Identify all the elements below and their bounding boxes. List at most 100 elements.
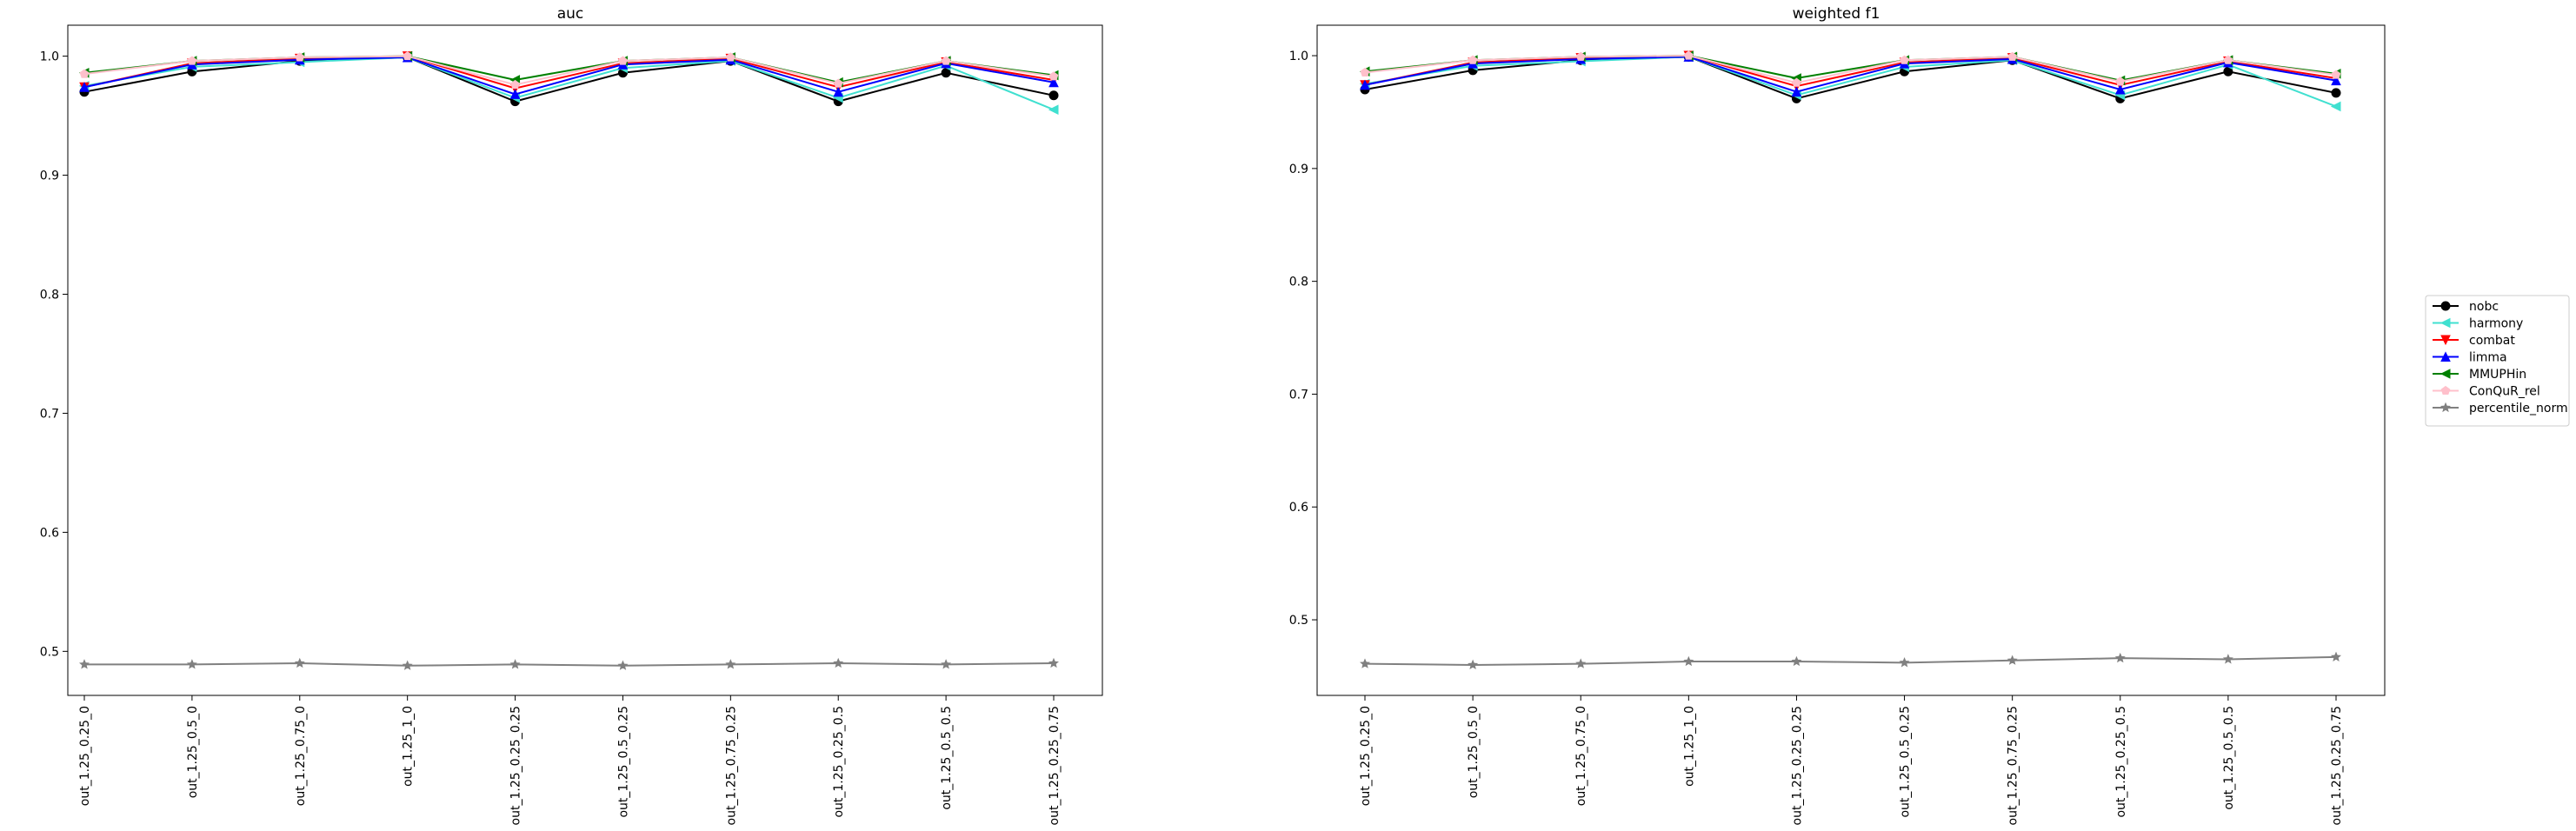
data-point-percentile-norm	[2007, 655, 2018, 665]
legend: nobc harmony combat limma MMUPHin ConQuR_relp…	[2425, 295, 2570, 427]
data-point-conqur-rel	[295, 52, 305, 62]
y-tick-label: 0.5	[40, 645, 59, 659]
data-point-percentile-norm	[1468, 659, 1479, 670]
data-point-nobc	[2331, 88, 2341, 98]
data-point-percentile-norm	[833, 657, 844, 668]
data-point-conqur-rel	[2007, 51, 2018, 61]
data-point-percentile-norm	[1899, 657, 1910, 668]
series-line-limma	[83, 56, 1055, 96]
series-line-limma	[1364, 56, 2337, 93]
legend-marker	[2440, 335, 2451, 346]
series-line-percentile-norm	[1364, 655, 2337, 666]
x-tick-label: out_1.25_0.75_0.25	[2007, 706, 2020, 825]
legend-entry-nobc: nobc	[2433, 300, 2499, 314]
series-conqur-rel-auc	[79, 50, 1059, 90]
legend-entry-harmony: harmony	[2433, 317, 2523, 331]
data-point-harmony	[1048, 104, 1059, 116]
series-percentile-norm-weighted-f1	[1359, 651, 2342, 670]
series-line-conqur-rel	[83, 55, 1055, 86]
x-tick-label: out_1.25_1_0	[402, 706, 416, 787]
y-tick-label: 1.0	[1289, 50, 1308, 63]
x-tick-label: out_1.25_0.25_0	[78, 706, 92, 806]
data-point-nobc	[1048, 90, 1059, 101]
data-point-percentile-norm	[186, 659, 197, 669]
x-tick-label: out_1.25_0.25_0.25	[509, 706, 523, 825]
series-layer-weighted-f1	[1359, 50, 2342, 670]
data-point-percentile-norm	[617, 660, 629, 670]
data-point-conqur-rel	[1048, 71, 1059, 81]
data-point-limma	[2114, 83, 2126, 95]
legend-marker	[2440, 402, 2451, 413]
legend-entry-limma: limma	[2433, 351, 2507, 365]
x-tick-label: out_1.25_0.25_0.25	[1790, 706, 1804, 825]
legend-entry-conqur-rel: ConQuR_rel	[2433, 385, 2540, 399]
x-tick-label: out_1.25_0.25_0.75	[2330, 706, 2344, 825]
x-tick-label: out_1.25_0.25_0.5	[2114, 706, 2128, 818]
data-point-percentile-norm	[1048, 657, 1059, 668]
series-line-percentile-norm	[84, 662, 1055, 667]
legend-label: ConQuR_rel	[2469, 385, 2540, 399]
y-tick-label: 0.8	[40, 288, 59, 302]
data-point-conqur-rel	[833, 78, 843, 88]
data-point-percentile-norm	[1575, 658, 1587, 668]
x-tick-label: out_1.25_0.75_0	[1574, 706, 1588, 806]
legend-box	[2425, 295, 2570, 427]
legend-marker	[2440, 301, 2451, 311]
data-point-percentile-norm	[941, 659, 952, 669]
y-tick-label: 0.8	[1289, 276, 1308, 289]
data-point-limma	[509, 89, 521, 99]
y-axis-auc: 0.5 0.6 0.7 0.8 0.9 1.0	[40, 50, 68, 659]
y-tick-label: 0.6	[40, 526, 59, 540]
data-point-percentile-norm	[2114, 652, 2126, 663]
x-tick-label: out_1.25_1_0	[1682, 706, 1696, 787]
y-tick-label: 0.7	[1289, 388, 1308, 402]
x-tick-label: out_1.25_0.5_0	[1467, 706, 1481, 798]
data-point-limma	[1791, 86, 1802, 97]
y-tick-label: 0.6	[1289, 501, 1308, 515]
x-tick-label: out_1.25_0.75_0	[294, 706, 308, 806]
data-point-conqur-rel	[941, 56, 951, 65]
x-tick-label: out_1.25_0.5_0.25	[616, 706, 630, 818]
legend-entry-percentile-norm: percentile_norm	[2433, 402, 2568, 416]
data-point-percentile-norm	[1359, 658, 1371, 668]
x-tick-label: out_1.25_0.25_0.5	[832, 706, 846, 818]
data-point-percentile-norm	[509, 659, 521, 669]
legend-label: harmony	[2469, 317, 2523, 331]
series-line-combat	[83, 55, 1055, 90]
y-tick-label: 0.9	[40, 170, 59, 183]
data-point-conqur-rel	[1900, 55, 1909, 64]
legend-marker	[2440, 351, 2451, 362]
data-point-conqur-rel	[725, 52, 736, 62]
data-point-conqur-rel	[2115, 76, 2126, 86]
chart-panel-weighted-f1: weighted f1 0.5 0.6 0.7 0.8 0.9 1.0 out_1.25_…	[1289, 5, 2386, 825]
series-line-conqur-rel	[1364, 55, 2337, 84]
plot-area-weighted-f1	[1316, 24, 2386, 696]
plot-area-auc	[67, 24, 1103, 696]
x-tick-label: out_1.25_0.5_0	[186, 706, 200, 798]
data-point-percentile-norm	[294, 657, 305, 668]
chart-panel-auc: auc 0.50.60.70.80.91.0 out_1.25_0.25_0 ou…	[40, 5, 1103, 825]
x-tick-label: out_1.25_0.75_0.25	[724, 706, 738, 825]
data-point-conqur-rel	[1575, 51, 1586, 61]
chart-title-auc: auc	[557, 5, 584, 23]
data-point-limma	[1048, 76, 1059, 88]
data-point-percentile-norm	[1683, 655, 1694, 667]
data-point-percentile-norm	[2330, 651, 2342, 661]
series-percentile-norm-auc	[79, 657, 1059, 670]
series-line-harmony	[1364, 56, 2337, 108]
data-point-nobc	[941, 68, 951, 78]
data-point-conqur-rel	[1792, 77, 1801, 87]
chart-title-weighted-f1: weighted f1	[1793, 5, 1880, 23]
data-point-limma	[2331, 75, 2341, 86]
y-axis-weighted-f1: 0.5 0.6 0.7 0.8 0.9 1.0	[1289, 50, 1317, 628]
data-point-conqur-rel	[79, 69, 90, 78]
legend-marker	[2440, 317, 2451, 329]
legend-entry-combat: combat	[2433, 334, 2515, 348]
x-tick-label: out_1.25_0.25_0	[1359, 706, 1373, 806]
series-conqur-rel-weighted-f1	[1360, 50, 2341, 87]
data-point-percentile-norm	[1791, 655, 1802, 667]
y-tick-label: 0.9	[1289, 163, 1308, 176]
data-point-percentile-norm	[79, 659, 90, 669]
legend-label: nobc	[2469, 300, 2499, 314]
data-point-conqur-rel	[1683, 50, 1694, 60]
